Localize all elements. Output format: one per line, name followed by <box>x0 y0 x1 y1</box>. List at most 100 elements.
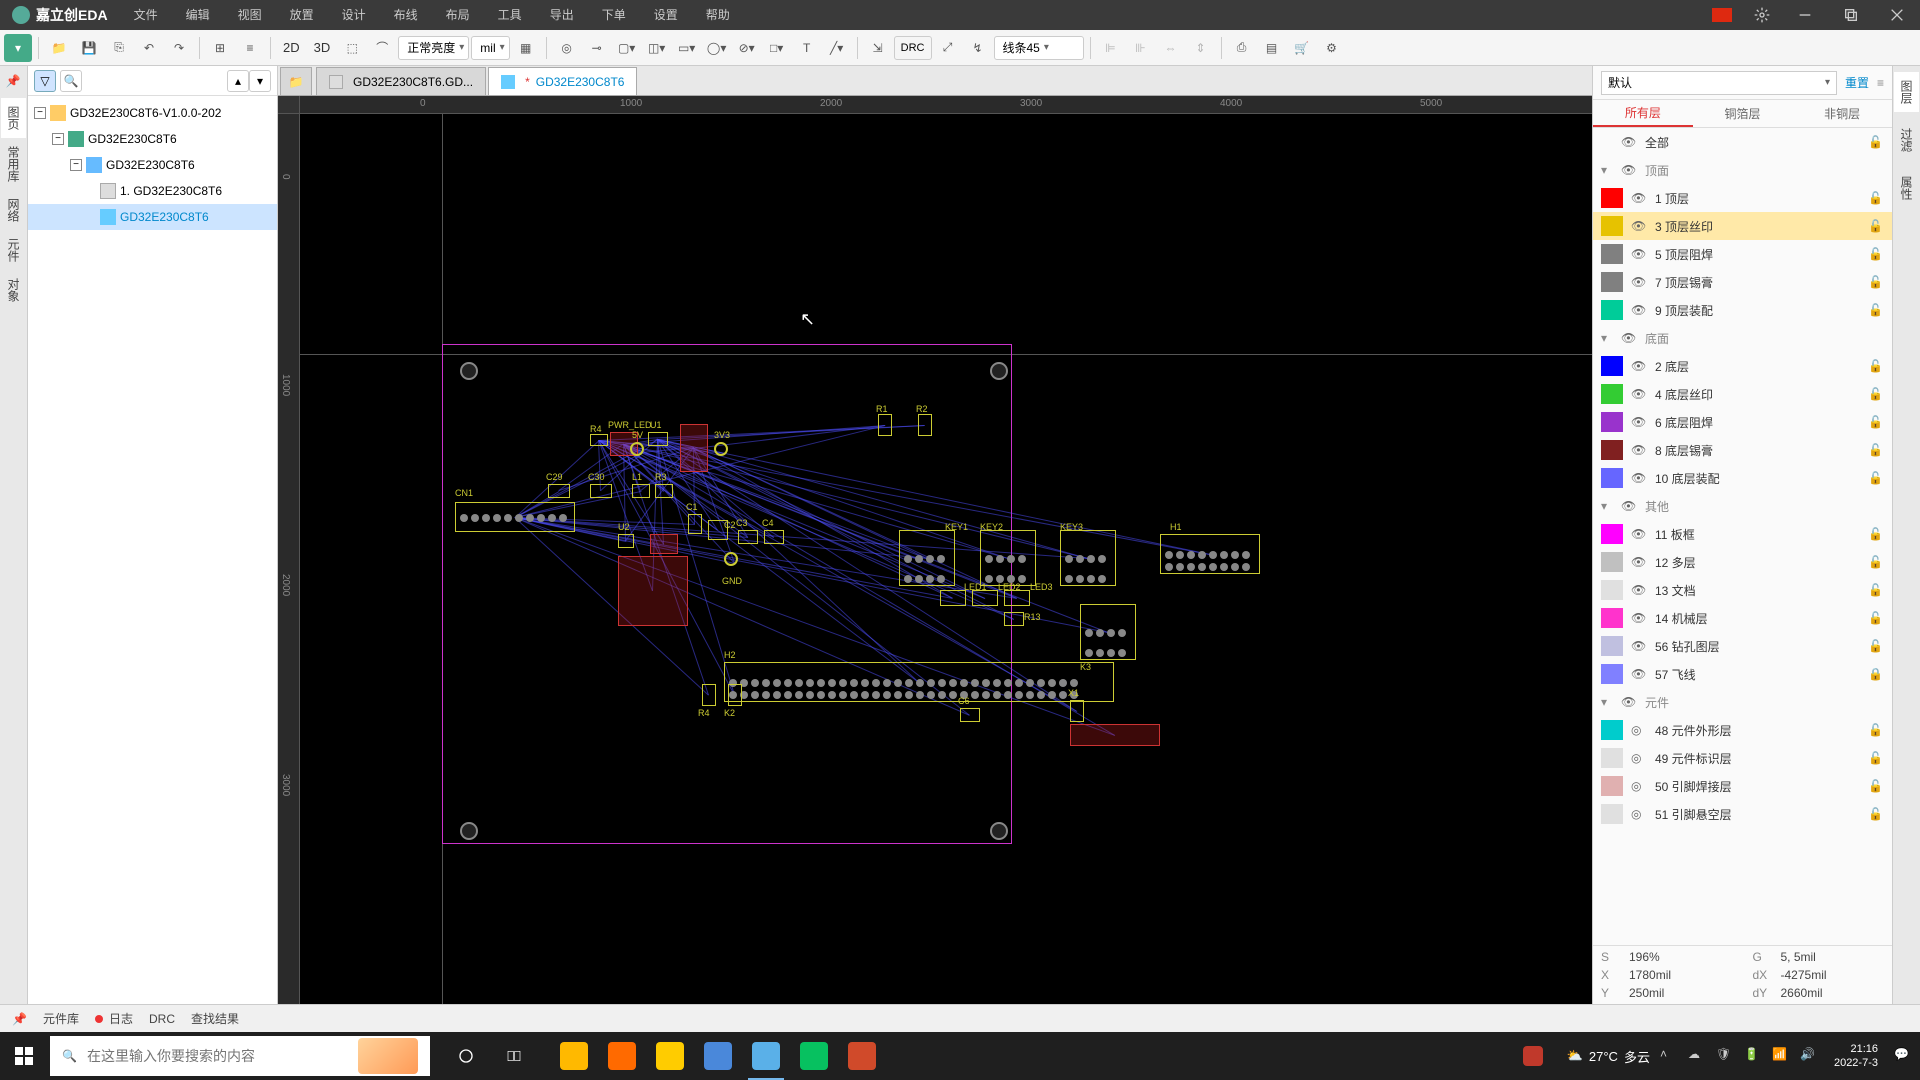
layer-swatch[interactable] <box>1601 440 1623 460</box>
layer-row[interactable]: 👁13 文档🔓 <box>1593 576 1892 604</box>
eye-icon[interactable]: 👁 <box>1621 135 1637 149</box>
layer-row[interactable]: 👁14 机械层🔓 <box>1593 604 1892 632</box>
menu-放置[interactable]: 放置 <box>276 0 328 30</box>
pin-icon[interactable]: 📌 <box>12 1012 27 1026</box>
pin-button[interactable]: ⊸ <box>583 34 611 62</box>
layer-swatch[interactable] <box>1601 300 1623 320</box>
eye-icon[interactable]: ◎ <box>1631 723 1647 737</box>
pin-icon[interactable]: 📌 <box>6 74 22 90</box>
layer-swatch[interactable] <box>1601 776 1623 796</box>
layer-row[interactable]: ◎48 元件外形层🔓 <box>1593 716 1892 744</box>
lock-icon[interactable]: 🔓 <box>1868 415 1884 429</box>
clock[interactable]: 21:16 2022-7-3 <box>1828 1042 1884 1071</box>
doc-tab-2[interactable]: * GD32E230C8T6 <box>488 67 637 95</box>
line-button[interactable]: ╱▾ <box>823 34 851 62</box>
eye-icon[interactable]: 👁 <box>1631 275 1647 289</box>
rdock-tab-属性[interactable]: 属性 <box>1894 168 1919 208</box>
wifi-icon[interactable]: 📶 <box>1772 1047 1790 1065</box>
layer-group-元件[interactable]: ▾👁元件 <box>1593 688 1892 716</box>
rdock-tab-过滤[interactable]: 过滤 <box>1894 120 1919 160</box>
layer-row[interactable]: 👁7 顶层锡膏🔓 <box>1593 268 1892 296</box>
layer-tab-0[interactable]: 所有层 <box>1593 100 1693 127</box>
menu-导出[interactable]: 导出 <box>536 0 588 30</box>
minimize-button[interactable] <box>1782 0 1828 30</box>
select-area-button[interactable]: ⬚ <box>338 34 366 62</box>
eye-icon[interactable]: 👁 <box>1631 443 1647 457</box>
pcb-viewport[interactable]: CN1R4PWR_LEDU15V3V3R1R2C29C30L1R3U2C1C2C… <box>300 114 1592 1004</box>
taskbar-cortana[interactable] <box>442 1032 538 1080</box>
drc-tab[interactable]: DRC <box>149 1012 175 1026</box>
dock-tab-对象[interactable]: 对象 <box>1 270 26 310</box>
lock-icon[interactable]: 🔓 <box>1868 275 1884 289</box>
layer-row[interactable]: 👁3 顶层丝印🔓 <box>1593 212 1892 240</box>
layer-tab-2[interactable]: 非铜层 <box>1792 100 1892 127</box>
taskbar-app[interactable] <box>790 1032 838 1080</box>
eye-icon[interactable]: 👁 <box>1631 387 1647 401</box>
noconnect-button[interactable]: ⊘▾ <box>733 34 761 62</box>
expand-button[interactable]: ▾ <box>249 70 271 92</box>
view-3d-button[interactable]: 3D <box>308 40 337 55</box>
layer-preset-select[interactable]: 默认▾ <box>1601 71 1837 95</box>
menu-下单[interactable]: 下单 <box>588 0 640 30</box>
home-tab[interactable]: 📁 <box>280 67 312 95</box>
find-results-tab[interactable]: 查找结果 <box>191 1010 239 1027</box>
volume-icon[interactable]: 🔊 <box>1800 1047 1818 1065</box>
start-button[interactable] <box>0 1032 48 1080</box>
layer-row[interactable]: 👁12 多层🔓 <box>1593 548 1892 576</box>
eye-icon[interactable]: ◎ <box>1631 779 1647 793</box>
log-tab[interactable]: 日志 <box>95 1010 133 1027</box>
lock-icon[interactable]: 🔓 <box>1868 135 1884 149</box>
layer-swatch[interactable] <box>1601 720 1623 740</box>
lock-icon[interactable]: 🔓 <box>1868 191 1884 205</box>
onedrive-icon[interactable]: ☁ <box>1688 1047 1706 1065</box>
layer-swatch[interactable] <box>1601 188 1623 208</box>
notifications-icon[interactable]: 💬 <box>1894 1047 1912 1065</box>
eye-icon[interactable]: 👁 <box>1631 639 1647 653</box>
layers-menu-icon[interactable]: ≡ <box>1877 76 1884 90</box>
dock-tab-网络[interactable]: 网络 <box>1 190 26 230</box>
export-button[interactable]: ⎙ <box>1228 34 1256 62</box>
lock-icon[interactable]: 🔓 <box>1868 639 1884 653</box>
lock-icon[interactable]: 🔓 <box>1868 555 1884 569</box>
layer-group-顶面[interactable]: ▾👁顶面 <box>1593 156 1892 184</box>
lock-icon[interactable]: 🔒 <box>1868 667 1884 681</box>
lock-icon[interactable]: 🔓 <box>1868 247 1884 261</box>
eye-icon[interactable]: 👁 <box>1631 667 1647 681</box>
layer-group-其他[interactable]: ▾👁其他 <box>1593 492 1892 520</box>
dock-tab-元件[interactable]: 元件 <box>1 230 26 270</box>
pcb-canvas[interactable]: 010002000300040005000 0100020003000 CN1R… <box>278 96 1592 1004</box>
lock-icon[interactable]: 🔓 <box>1868 219 1884 233</box>
search-button[interactable]: 🔍 <box>60 70 82 92</box>
layer-row[interactable]: 👁4 底层丝印🔓 <box>1593 380 1892 408</box>
weather-widget[interactable]: ⛅ 27°C 多云 <box>1567 1047 1650 1066</box>
distribute-v-button[interactable]: ⇕ <box>1187 34 1215 62</box>
filter-button[interactable]: ▽ <box>34 70 56 92</box>
cart-button[interactable]: 🛒 <box>1288 34 1316 62</box>
layer-row[interactable]: 👁6 底层阻焊🔓 <box>1593 408 1892 436</box>
layer-swatch[interactable] <box>1601 468 1623 488</box>
lock-icon[interactable]: 🔓 <box>1868 751 1884 765</box>
component-lib-tab[interactable]: 元件库 <box>43 1010 79 1027</box>
menu-文件[interactable]: 文件 <box>120 0 172 30</box>
open-button[interactable]: 📁 <box>45 34 73 62</box>
align-button[interactable]: ≡ <box>236 34 264 62</box>
distribute-h-button[interactable]: ⇔ <box>1157 34 1185 62</box>
lock-icon[interactable]: 🔓 <box>1868 443 1884 457</box>
settings-icon[interactable] <box>1742 0 1782 30</box>
lock-icon[interactable]: 🔓 <box>1868 807 1884 821</box>
menu-设置[interactable]: 设置 <box>640 0 692 30</box>
route-button[interactable]: ↯ <box>964 34 992 62</box>
lock-icon[interactable]: 🔓 <box>1868 527 1884 541</box>
eye-icon[interactable]: 👁 <box>1631 359 1647 373</box>
layer-swatch[interactable] <box>1601 636 1623 656</box>
layer-swatch[interactable] <box>1601 664 1623 684</box>
layer-row[interactable]: 👁9 顶层装配🔓 <box>1593 296 1892 324</box>
lock-icon[interactable]: 🔓 <box>1868 611 1884 625</box>
layer-swatch[interactable] <box>1601 552 1623 572</box>
grid-button[interactable]: ▦ <box>512 34 540 62</box>
eye-icon[interactable]: 👁 <box>1631 247 1647 261</box>
eye-icon[interactable]: 👁 <box>1631 303 1647 317</box>
lock-icon[interactable]: 🔓 <box>1868 723 1884 737</box>
save-button[interactable]: 💾 <box>75 34 103 62</box>
dock-tab-图页[interactable]: 图页 <box>1 98 26 138</box>
